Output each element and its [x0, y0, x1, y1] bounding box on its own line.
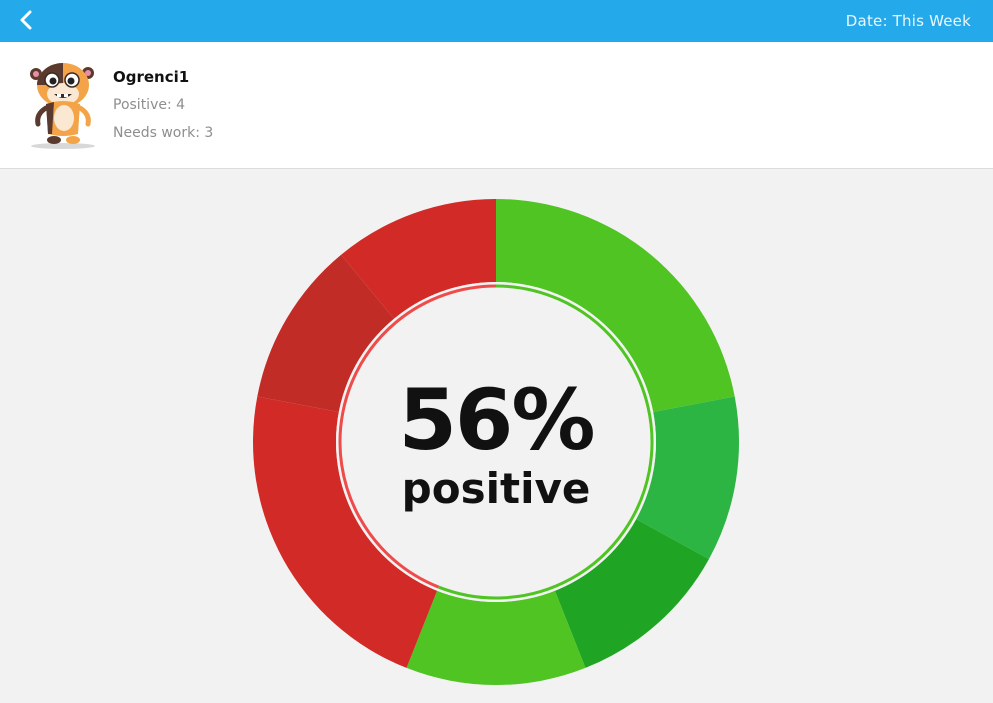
donut-segment-positive-3 [554, 519, 709, 668]
inner-ring-positive [438, 284, 654, 600]
monster-avatar-icon [30, 63, 95, 149]
donut-segment-positive-1 [496, 199, 735, 413]
donut-segment-needs-work-6 [257, 254, 395, 413]
date-filter[interactable]: Date: This Week [845, 12, 971, 30]
needs-work-count: Needs work: 3 [113, 125, 214, 141]
back-button[interactable] [14, 6, 42, 36]
percent-positive: 56% [398, 371, 595, 469]
donut-segment-needs-work-7 [341, 199, 496, 319]
inner-ring-needs-work [338, 284, 496, 589]
chevron-left-icon [20, 10, 32, 30]
donut-segment-needs-work-5 [252, 396, 438, 668]
student-summary-panel: Ogrenci1 Positive: 4 Needs work: 3 [0, 42, 993, 169]
percent-label: positive [401, 464, 591, 513]
top-bar: Date: This Week [0, 0, 993, 42]
behavior-chart: 56% positive [0, 169, 993, 699]
donut-segment-positive-2 [636, 396, 739, 560]
donut-segment-positive-4 [406, 590, 586, 686]
positive-count: Positive: 4 [113, 97, 186, 113]
avatar [24, 58, 102, 150]
donut-center [336, 282, 656, 602]
donut-chart [252, 199, 739, 686]
student-name: Ogrenci1 [113, 68, 190, 86]
